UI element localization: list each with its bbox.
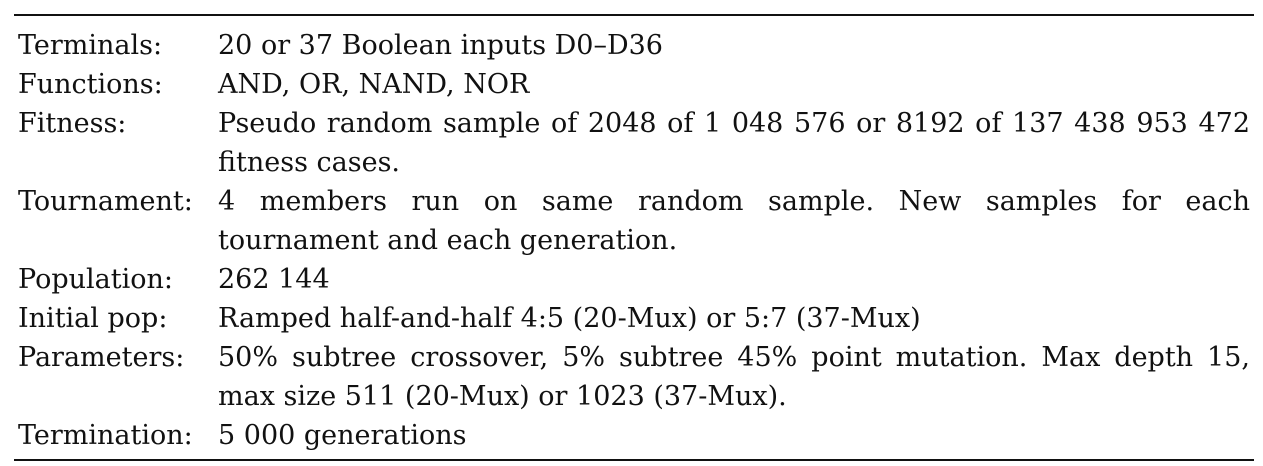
table-row: Termination: 5 000 generations bbox=[14, 416, 1254, 455]
row-label-fitness: Fitness: bbox=[18, 108, 127, 139]
table-row: Population: 262 144 bbox=[14, 260, 1254, 299]
parameter-table: Terminals: 20 or 37 Boolean inputs D0–D3… bbox=[14, 14, 1254, 461]
row-label-functions: Functions: bbox=[18, 69, 163, 100]
row-value-termination: 5 000 generations bbox=[218, 420, 467, 451]
table-row: Parameters: 50% subtree crossover, 5% su… bbox=[14, 338, 1254, 416]
row-value-tournament: 4 members run on same random sample. New… bbox=[218, 186, 1250, 256]
row-value-population: 262 144 bbox=[218, 264, 330, 295]
row-value-terminals: 20 or 37 Boolean inputs D0–D36 bbox=[218, 30, 663, 61]
row-value-initial-pop: Ramped half-and-half 4:5 (20-Mux) or 5:7… bbox=[218, 303, 921, 334]
row-label-terminals: Terminals: bbox=[18, 30, 163, 61]
row-label-tournament: Tournament: bbox=[18, 186, 193, 217]
row-label-parameters: Parameters: bbox=[18, 342, 185, 373]
top-rule bbox=[14, 14, 1254, 16]
table-row: Tournament: 4 members run on same random… bbox=[14, 182, 1254, 260]
row-value-parameters: 50% subtree crossover, 5% subtree 45% po… bbox=[218, 342, 1250, 412]
table-row: Functions: AND, OR, NAND, NOR bbox=[14, 65, 1254, 104]
parameter-table-body: Terminals: 20 or 37 Boolean inputs D0–D3… bbox=[14, 26, 1254, 455]
bottom-rule bbox=[14, 459, 1254, 461]
table-row: Fitness: Pseudo random sample of 2048 of… bbox=[14, 104, 1254, 182]
table-row: Terminals: 20 or 37 Boolean inputs D0–D3… bbox=[14, 26, 1254, 65]
row-label-initial-pop: Initial pop: bbox=[18, 303, 168, 334]
table-row: Initial pop: Ramped half-and-half 4:5 (2… bbox=[14, 299, 1254, 338]
row-value-fitness: Pseudo random sample of 2048 of 1 048 57… bbox=[218, 108, 1250, 178]
row-value-functions: AND, OR, NAND, NOR bbox=[218, 69, 530, 100]
row-label-termination: Termination: bbox=[18, 420, 193, 451]
row-label-population: Population: bbox=[18, 264, 173, 295]
